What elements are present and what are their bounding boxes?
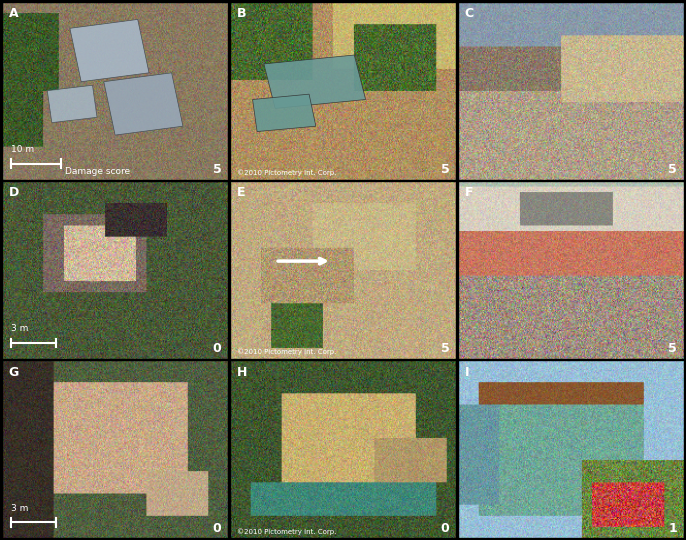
Text: A: A [9, 7, 19, 20]
Text: I: I [464, 366, 469, 379]
Text: ©2010 Pictometry Int. Corp.: ©2010 Pictometry Int. Corp. [237, 528, 336, 535]
Polygon shape [70, 19, 149, 82]
Text: 10 m: 10 m [11, 145, 34, 154]
Polygon shape [104, 73, 183, 135]
Text: ©2010 Pictometry Int. Corp.: ©2010 Pictometry Int. Corp. [237, 349, 336, 355]
Text: 3 m: 3 m [11, 324, 29, 333]
Text: 5: 5 [213, 163, 222, 176]
Text: B: B [237, 7, 246, 20]
Polygon shape [264, 55, 366, 109]
Text: 5: 5 [440, 163, 449, 176]
Text: 5: 5 [668, 163, 677, 176]
Text: C: C [464, 7, 474, 20]
Text: E: E [237, 186, 245, 199]
Text: G: G [9, 366, 19, 379]
Text: 5: 5 [440, 342, 449, 355]
Text: 5: 5 [668, 342, 677, 355]
Text: 3 m: 3 m [11, 504, 29, 512]
Text: 0: 0 [213, 342, 222, 355]
Text: H: H [237, 366, 247, 379]
Text: D: D [9, 186, 19, 199]
Text: 1: 1 [668, 522, 677, 535]
Text: ©2010 Pictometry Int. Corp.: ©2010 Pictometry Int. Corp. [237, 170, 336, 176]
Text: 0: 0 [440, 522, 449, 535]
Polygon shape [47, 85, 97, 123]
Text: Damage score: Damage score [65, 167, 130, 176]
Text: 0: 0 [213, 522, 222, 535]
Text: F: F [464, 186, 473, 199]
Polygon shape [252, 94, 316, 132]
